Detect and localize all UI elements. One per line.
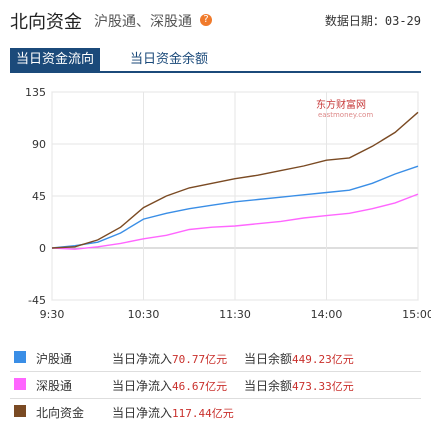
tab-daily-balance[interactable]: 当日资金余额 — [130, 52, 209, 67]
series-line-1 — [51, 193, 419, 250]
legend-row-sgt: 深股通 当日净流入46.67亿元 当日余额473.33亿元 — [10, 372, 421, 398]
series-line-2 — [51, 111, 419, 249]
flow-label: 当日净流入 — [112, 352, 173, 366]
balance-value: 473.33亿元 — [292, 380, 354, 393]
y-tick-label: 45 — [32, 190, 46, 203]
balance-label: 当日余额 — [244, 352, 293, 366]
x-tick-label: 10:30 — [128, 308, 160, 321]
legend-divider — [10, 371, 421, 372]
y-tick-label: -45 — [28, 294, 46, 307]
date-value: 03-29 — [384, 14, 421, 28]
legend-row-north: 北向资金 当日净流入117.44亿元 — [10, 399, 421, 425]
page-title: 北向资金 — [10, 12, 82, 33]
flow-value: 70.77亿元 — [172, 353, 228, 366]
balance-value: 449.23亿元 — [292, 353, 354, 366]
flow-label: 当日净流入 — [112, 379, 173, 393]
legend-balance: 当日余额449.23亿元 — [244, 350, 354, 367]
balance-label: 当日余额 — [244, 379, 293, 393]
x-tick-label: 9:30 — [40, 308, 65, 321]
chart-series — [51, 111, 419, 250]
y-tick-label: 0 — [39, 242, 46, 255]
tab-daily-flow[interactable]: 当日资金流向 — [10, 48, 101, 71]
data-date: 数据日期：03-29 — [325, 12, 421, 29]
y-axis: 135 90 45 0 -45 — [25, 86, 46, 307]
legend-flow: 当日净流入70.77亿元 — [112, 350, 227, 367]
x-axis: 9:30 10:30 11:30 14:00 15:00 — [40, 308, 431, 321]
legend-balance: 当日余额473.33亿元 — [244, 377, 354, 394]
date-label: 数据日期： — [324, 14, 385, 28]
legend-swatch-north — [14, 405, 26, 417]
legend-row-hgt: 沪股通 当日净流入70.77亿元 当日余额449.23亿元 — [10, 345, 421, 371]
page-subtitle: 沪股通、深股通 — [94, 14, 192, 30]
legend-name: 沪股通 — [36, 352, 73, 366]
x-tick-label: 15:00 — [402, 308, 431, 321]
flow-value: 117.44亿元 — [172, 407, 234, 420]
question-icon[interactable]: ? — [200, 14, 212, 26]
x-tick-label: 11:30 — [219, 308, 251, 321]
legend-name: 北向资金 — [36, 406, 85, 420]
series-line-0 — [51, 165, 419, 249]
north-flow-chart: 135 90 45 0 -45 9:30 10:30 11:30 14:00 15:00 东方财… — [25, 86, 431, 321]
flow-value: 46.67亿元 — [172, 380, 228, 393]
legend-divider — [10, 398, 421, 399]
flow-label: 当日净流入 — [112, 406, 173, 420]
watermark: 东方财富网 eastmoney.com — [316, 98, 373, 119]
legend-swatch-sgt — [14, 378, 26, 390]
y-tick-label: 135 — [25, 86, 46, 99]
chart-grid — [51, 91, 419, 301]
watermark-sub: eastmoney.com — [318, 111, 373, 119]
x-tick-label: 14:00 — [311, 308, 343, 321]
y-tick-label: 90 — [32, 138, 46, 151]
legend-name: 深股通 — [36, 379, 73, 393]
tabs-underline — [10, 71, 421, 73]
legend-flow: 当日净流入117.44亿元 — [112, 404, 234, 421]
legend-flow: 当日净流入46.67亿元 — [112, 377, 227, 394]
header: 北向资金 沪股通、深股通 ? 数据日期：03-29 — [0, 0, 431, 36]
watermark-text: 东方财富网 — [316, 98, 366, 111]
legend-swatch-hgt — [14, 351, 26, 363]
